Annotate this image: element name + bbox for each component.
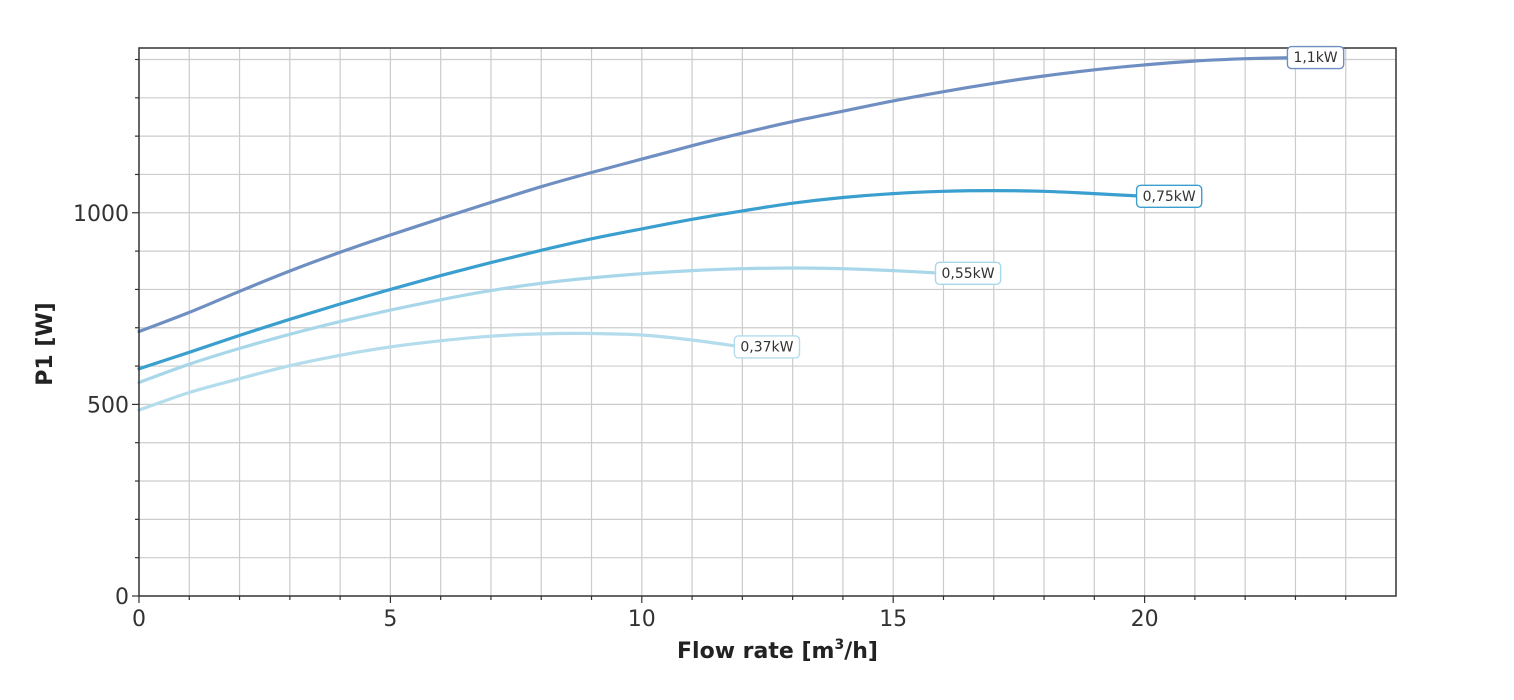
curve-label: 0,37kW — [733, 335, 801, 359]
curve-labels: 1,1kW 0,75kW 0,55kW 0,37kW — [733, 45, 1345, 359]
series-line — [137, 331, 744, 412]
x-tick-label: 20 — [1131, 607, 1159, 632]
series-line — [137, 188, 1147, 371]
curve-label-text: 0,75kW — [1143, 189, 1196, 205]
x-tick-label: 0 — [132, 607, 146, 632]
curve-label-box — [934, 261, 1002, 286]
y-tick-label: 0 — [115, 585, 129, 610]
x-axis-title: Flow rate [m3/h] — [677, 637, 878, 664]
y-tick-label: 1000 — [73, 202, 129, 227]
y-axis-title: P1 [W] — [33, 302, 58, 385]
axis-ticks: 0 5 10 15 20 0 500 1000 — [73, 58, 1347, 632]
series-line — [137, 266, 946, 385]
x-tick-label: 15 — [879, 607, 907, 632]
curve-label-text: 0,55kW — [941, 266, 994, 282]
curve-label-box — [1135, 184, 1203, 209]
plot-frame — [138, 47, 1397, 597]
series-lines — [137, 56, 1297, 412]
curve-label-box — [733, 335, 801, 359]
curve-label: 0,55kW — [934, 261, 1002, 286]
x-tick-label: 10 — [628, 607, 656, 632]
curve-label-box — [1286, 45, 1345, 70]
curve-label: 0,75kW — [1135, 184, 1203, 209]
curve-label: 1,1kW — [1286, 45, 1345, 70]
grid — [139, 48, 1396, 596]
curve-label-text: 0,37kW — [740, 339, 793, 355]
series-line — [137, 56, 1297, 334]
x-tick-label: 5 — [383, 607, 397, 632]
curve-label-text: 1,1kW — [1293, 50, 1337, 66]
x-axis-title-superscript: 3 — [834, 637, 844, 653]
y-tick-label: 500 — [87, 393, 129, 418]
